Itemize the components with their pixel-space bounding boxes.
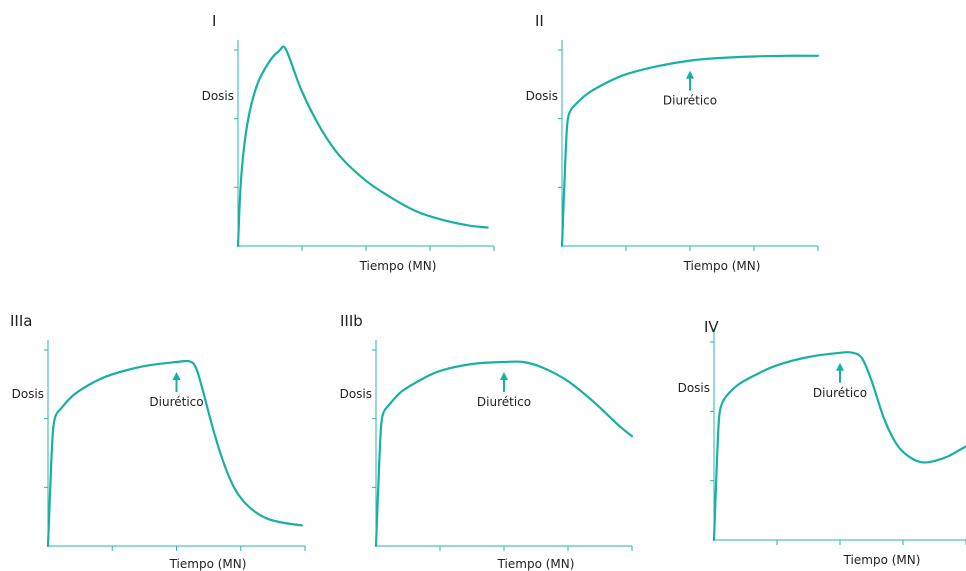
arrow-up-icon	[500, 371, 508, 380]
arrow-up-icon	[172, 371, 181, 380]
panel-iv: IV Dosis Tiempo (MN) Diurético	[678, 318, 966, 567]
arrow-label: Diurético	[149, 395, 203, 409]
panel-title: IIIb	[340, 312, 363, 330]
series-line-0	[46, 359, 303, 548]
series-line-0	[712, 351, 966, 542]
panel-iiia: IIIa Dosis Tiempo (MN) Diurético	[10, 312, 306, 571]
x-axis-label: Tiempo (MN)	[683, 259, 761, 273]
panel-title: I	[212, 12, 216, 30]
arrow-label: Diurético	[477, 395, 531, 409]
x-axis-label: Tiempo (MN)	[169, 557, 247, 571]
panel-title: II	[535, 12, 544, 30]
arrow-up-icon	[836, 362, 844, 371]
panel-i: I Dosis Tiempo (MN)	[202, 12, 495, 273]
x-axis-label: Tiempo (MN)	[497, 557, 575, 571]
panel-title: IIIa	[10, 312, 32, 330]
y-axis-label: Dosis	[340, 387, 372, 401]
y-axis-label: Dosis	[678, 381, 710, 395]
y-axis-label: Dosis	[12, 387, 44, 401]
panel-iiib: IIIb Dosis Tiempo (MN) Diurético	[340, 312, 634, 571]
x-axis-label: Tiempo (MN)	[843, 553, 921, 567]
y-axis-label: Dosis	[202, 89, 234, 103]
arrow-label: Diurético	[663, 94, 717, 108]
arrow-label: Diurético	[813, 386, 867, 400]
arrow-up-icon	[686, 70, 694, 79]
panel-title: IV	[704, 318, 719, 336]
x-axis-label: Tiempo (MN)	[359, 259, 437, 273]
panel-ii: II Dosis Tiempo (MN) Diurético	[526, 12, 820, 273]
series-line-0	[560, 54, 820, 248]
series-line-0	[236, 45, 489, 248]
series-line-0	[374, 360, 634, 548]
y-axis-label: Dosis	[526, 89, 558, 103]
